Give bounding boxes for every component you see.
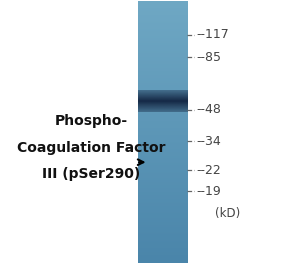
Text: --19: --19 xyxy=(196,185,221,197)
Text: --34: --34 xyxy=(196,135,221,148)
Text: --48: --48 xyxy=(196,103,221,116)
Text: III (pSer290): III (pSer290) xyxy=(42,167,140,181)
Text: Coagulation Factor: Coagulation Factor xyxy=(17,141,165,155)
Text: Phospho-: Phospho- xyxy=(55,115,128,129)
Text: --22: --22 xyxy=(196,164,221,177)
Text: (kD): (kD) xyxy=(215,207,241,220)
Text: --117: --117 xyxy=(196,28,229,41)
Text: --85: --85 xyxy=(196,51,221,64)
